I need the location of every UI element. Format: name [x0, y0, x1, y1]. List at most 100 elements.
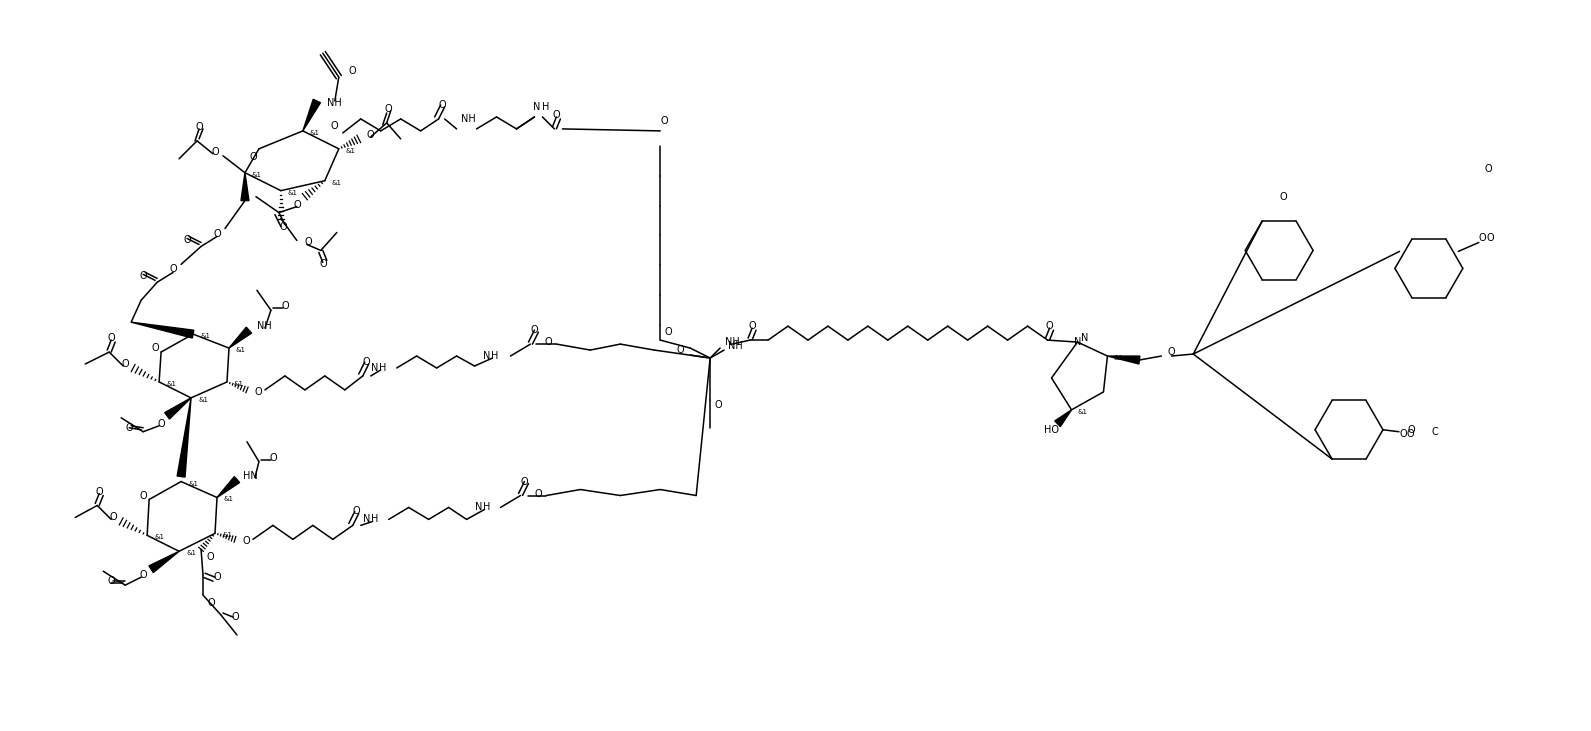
Text: O: O — [1484, 164, 1492, 174]
Text: O: O — [269, 452, 277, 463]
Text: H: H — [482, 502, 490, 512]
Text: O: O — [169, 265, 177, 274]
Text: O: O — [305, 238, 312, 248]
Text: O: O — [1045, 321, 1053, 331]
Text: N: N — [1074, 337, 1082, 347]
Text: O: O — [1279, 192, 1287, 202]
Text: O: O — [151, 343, 159, 353]
Polygon shape — [216, 477, 240, 498]
Text: O: O — [331, 121, 339, 131]
Text: O: O — [439, 100, 447, 110]
Text: O: O — [250, 152, 256, 162]
Text: &1: &1 — [1077, 409, 1088, 414]
Text: &1: &1 — [188, 480, 197, 487]
Text: O: O — [385, 104, 393, 114]
Text: O: O — [531, 325, 538, 335]
Text: H: H — [490, 351, 498, 361]
Text: O: O — [520, 477, 528, 487]
Text: N: N — [371, 363, 379, 373]
Text: O: O — [535, 488, 543, 499]
Text: O: O — [183, 235, 191, 246]
Text: N: N — [1082, 333, 1088, 343]
Text: &1: &1 — [154, 534, 164, 540]
Text: N: N — [363, 515, 371, 524]
Text: NH: NH — [725, 337, 740, 347]
Polygon shape — [165, 398, 191, 419]
Text: H: H — [543, 102, 550, 112]
Text: O: O — [243, 537, 251, 546]
Text: O: O — [278, 221, 286, 232]
Text: O: O — [213, 229, 221, 238]
Text: O: O — [353, 507, 361, 516]
Text: O: O — [110, 512, 118, 523]
Text: &1: &1 — [200, 333, 210, 339]
Text: O: O — [293, 200, 301, 210]
Text: O: O — [1480, 233, 1486, 243]
Text: O: O — [205, 552, 213, 562]
Polygon shape — [229, 327, 251, 348]
Text: O: O — [348, 66, 356, 76]
Text: N: N — [533, 102, 539, 112]
Text: O: O — [207, 598, 215, 608]
Text: N: N — [482, 351, 490, 361]
Text: HO: HO — [1044, 425, 1060, 435]
Text: O: O — [368, 130, 374, 140]
Text: O: O — [126, 423, 134, 433]
Text: &1: &1 — [333, 180, 342, 186]
Text: O: O — [1168, 347, 1176, 357]
Polygon shape — [1055, 410, 1071, 427]
Text: NH: NH — [729, 341, 743, 351]
Text: HN: HN — [243, 471, 258, 480]
Text: O: O — [107, 576, 115, 586]
Text: &1: &1 — [310, 130, 320, 136]
Text: NH: NH — [326, 98, 342, 108]
Text: O: O — [1406, 429, 1414, 439]
Text: H: H — [371, 515, 379, 524]
Text: O: O — [1488, 233, 1494, 243]
Text: O: O — [107, 333, 115, 343]
Text: O: O — [714, 400, 722, 410]
Text: O: O — [1398, 429, 1406, 439]
Text: &1: &1 — [235, 347, 247, 353]
Text: O: O — [552, 110, 560, 120]
Text: &1: &1 — [186, 550, 196, 556]
Text: O: O — [255, 387, 263, 397]
Text: O: O — [363, 357, 371, 367]
Text: &1: &1 — [197, 397, 208, 403]
Text: &1: &1 — [345, 148, 356, 154]
Polygon shape — [150, 551, 180, 572]
Text: &1: &1 — [1114, 355, 1123, 361]
Text: O: O — [140, 570, 146, 580]
Text: &1: &1 — [223, 532, 232, 538]
Polygon shape — [177, 398, 191, 477]
Text: O: O — [676, 345, 684, 355]
Text: O: O — [213, 572, 221, 582]
Text: NH: NH — [256, 321, 272, 331]
Text: O: O — [196, 122, 204, 132]
Text: O: O — [1406, 425, 1414, 435]
Text: C: C — [1432, 427, 1438, 436]
Text: &1: &1 — [251, 172, 263, 178]
Text: O: O — [660, 116, 668, 126]
Polygon shape — [302, 99, 320, 131]
Text: O: O — [663, 327, 671, 337]
Text: &1: &1 — [165, 381, 177, 387]
Text: &1: &1 — [224, 496, 234, 502]
Text: &1: &1 — [288, 189, 298, 196]
Text: O: O — [544, 337, 552, 347]
Text: O: O — [748, 321, 756, 331]
Text: O: O — [140, 271, 146, 281]
Polygon shape — [1107, 356, 1139, 364]
Text: H: H — [379, 363, 387, 373]
Text: O: O — [231, 612, 239, 622]
Polygon shape — [240, 173, 248, 200]
Text: O: O — [158, 419, 165, 429]
Polygon shape — [130, 322, 194, 338]
Text: O: O — [140, 491, 146, 501]
Text: N: N — [474, 502, 482, 512]
Text: O: O — [212, 147, 220, 157]
Text: O: O — [282, 301, 288, 311]
Text: O: O — [320, 260, 326, 270]
Text: O: O — [121, 359, 129, 369]
Text: O: O — [95, 487, 103, 496]
